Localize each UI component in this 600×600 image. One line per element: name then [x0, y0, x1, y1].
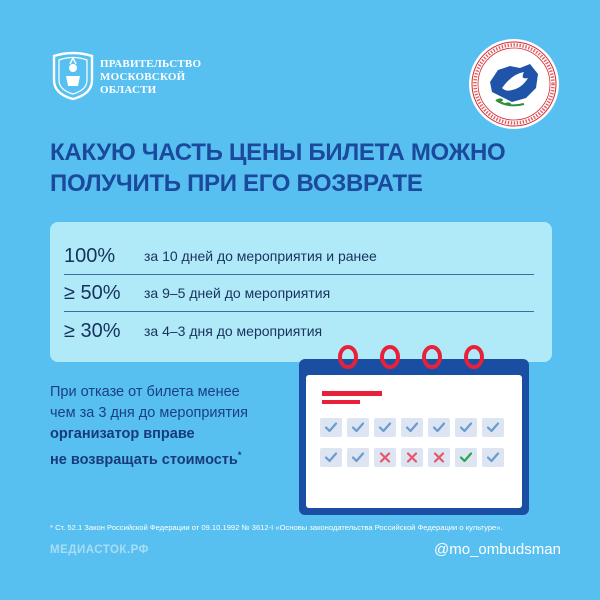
calendar-day-cell: [482, 418, 504, 437]
note-line-3: организатор вправе: [50, 426, 195, 442]
calendar-day-cell: [428, 418, 450, 437]
gov-line-2: МОСКОВСКОЙ: [100, 71, 186, 83]
calendar-title-bar: [322, 391, 382, 396]
calendar-icon: [299, 345, 529, 515]
check-icon: [324, 452, 338, 463]
footnote: * Ст. 52.1 Закон Российской Федерации от…: [50, 523, 503, 532]
refund-condition: за 10 дней до мероприятия и ранее: [144, 248, 377, 264]
government-title: ПРАВИТЕЛЬСТВО МОСКОВСКОЙ ОБЛАСТИ: [100, 58, 201, 97]
check-icon: [351, 422, 365, 433]
note-line-4-text: не возвращать стоимость: [50, 451, 238, 468]
refund-note: При отказе от билета менее чем за 3 дня …: [50, 382, 300, 471]
check-icon: [486, 452, 500, 463]
refund-percent: ≥ 50%: [64, 281, 121, 304]
note-line-4: не возвращать стоимость*: [50, 445, 300, 471]
refund-row: ≥ 30% за 4–3 дня до мероприятия: [64, 313, 534, 349]
cross-icon: [379, 452, 391, 463]
gov-line-3: ОБЛАСТИ: [100, 84, 157, 96]
ombudsman-dove-emblem-icon: [469, 39, 559, 129]
refund-row: 100% за 10 дней до мероприятия и ранее: [64, 238, 534, 274]
calendar-day-cell: [401, 418, 423, 437]
calendar-day-cell: [374, 418, 396, 437]
calendar-rings: [338, 345, 484, 369]
calendar-day-cell: [482, 448, 504, 467]
note-line-1: При отказе от билета менее: [50, 384, 240, 400]
calendar-days: [320, 418, 504, 467]
calendar-day-cell: [347, 418, 369, 437]
refund-row: ≥ 50% за 9–5 дней до мероприятия: [64, 275, 534, 311]
check-icon: [459, 452, 473, 463]
site-name: МЕДИАСТОК.РФ: [50, 544, 149, 556]
gov-line-1: ПРАВИТЕЛЬСТВО: [100, 58, 202, 70]
row-divider: [64, 311, 534, 312]
cross-icon: [406, 452, 418, 463]
check-icon: [324, 422, 338, 433]
row-divider: [64, 274, 534, 275]
calendar-day-cell: [455, 448, 477, 467]
note-line-2: чем за 3 дня до мероприятия: [50, 405, 248, 421]
calendar-day-cell: [347, 448, 369, 467]
check-icon: [459, 422, 473, 433]
refund-condition: за 9–5 дней до мероприятия: [144, 285, 331, 301]
check-icon: [486, 422, 500, 433]
check-icon: [432, 422, 446, 433]
calendar-day-cell: [320, 448, 342, 467]
cross-icon: [433, 452, 445, 463]
refund-condition: за 4–3 дня до мероприятия: [144, 323, 323, 339]
check-icon: [405, 422, 419, 433]
refund-percent: 100%: [64, 244, 116, 267]
footnote-mark: *: [237, 450, 242, 460]
calendar-day-cell: [401, 448, 423, 467]
refund-percent: ≥ 30%: [64, 319, 121, 342]
social-handle[interactable]: @mo_ombudsman: [434, 541, 561, 558]
calendar-day-cell: [374, 448, 396, 467]
calendar-day-cell: [320, 418, 342, 437]
page-title: КАКУЮ ЧАСТЬ ЦЕНЫ БИЛЕТА МОЖНО ПОЛУЧИТЬ П…: [50, 137, 530, 199]
headline-line-2: ПОЛУЧИТЬ ПРИ ЕГО ВОЗВРАТЕ: [50, 170, 423, 197]
check-icon: [378, 422, 392, 433]
calendar-day-cell: [428, 448, 450, 467]
check-icon: [351, 452, 365, 463]
calendar-title-bar: [322, 400, 360, 404]
moscow-region-coat-of-arms-icon: [52, 51, 94, 100]
headline-line-1: КАКУЮ ЧАСТЬ ЦЕНЫ БИЛЕТА МОЖНО: [50, 139, 506, 166]
refund-info-card: 100% за 10 дней до мероприятия и ранее ≥…: [50, 222, 552, 362]
calendar-day-cell: [455, 418, 477, 437]
